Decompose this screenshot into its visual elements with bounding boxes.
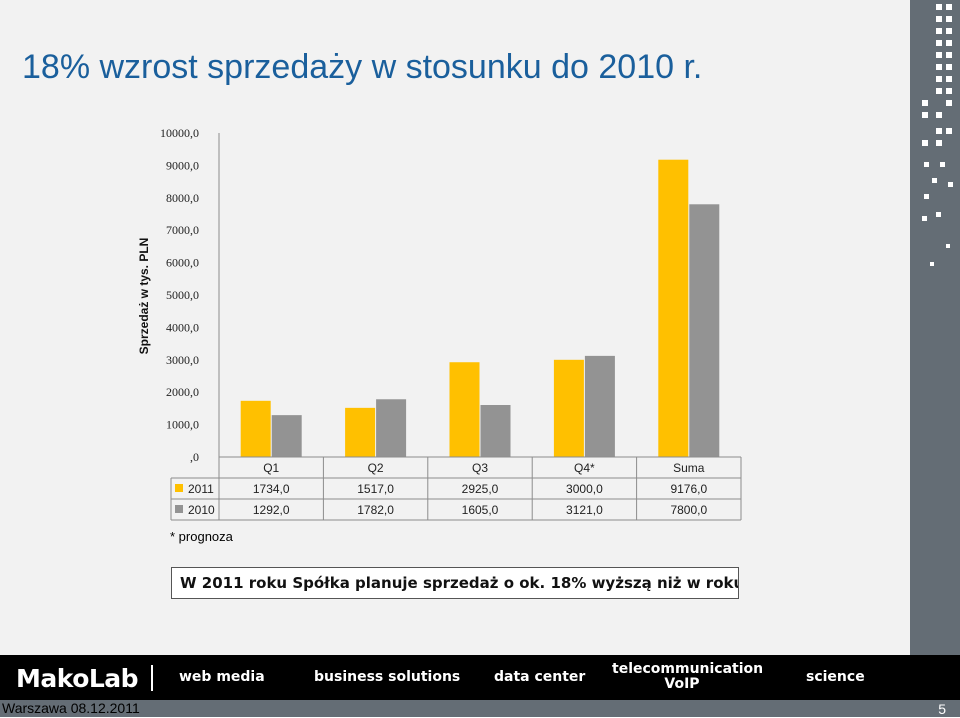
bar-2011-Q4* <box>553 359 584 457</box>
legend-key-2010 <box>175 505 183 513</box>
y-tick-label: 8000,0 <box>166 191 199 205</box>
nav-data-center[interactable]: data center <box>494 669 586 685</box>
bottom-info-bar: Warszawa 08.12.2011 5 <box>0 700 960 717</box>
legend-key-2011 <box>175 484 183 492</box>
legend-label-2010: 2010 <box>188 503 215 517</box>
y-tick-label: ,0 <box>190 450 199 464</box>
legend-label-2011: 2011 <box>188 482 214 496</box>
y-axis-title: Sprzedaż w tys. PLN <box>137 238 151 355</box>
y-tick-label: 3000,0 <box>166 353 199 367</box>
bar-2010-Q1 <box>271 415 302 457</box>
data-table-value: 1605,0 <box>462 503 499 517</box>
y-tick-label: 5000,0 <box>166 288 199 302</box>
data-table-value: 2925,0 <box>462 482 499 496</box>
y-tick-label: 9000,0 <box>166 158 199 172</box>
nav-telecommunication-voip[interactable]: telecommunication VoIP <box>612 661 764 692</box>
sales-chart: 10000,0 9000,0 8000,0 7000,0 6000,0 5000,0 400… <box>137 126 742 521</box>
y-tick-label: 10000,0 <box>160 126 199 140</box>
nav-web-media[interactable]: web media <box>179 669 265 685</box>
y-tick-label: 2000,0 <box>166 385 199 399</box>
bar-2011-Suma <box>658 159 689 457</box>
slide-title: 18% wzrost sprzedaży w stosunku do 2010 … <box>22 48 703 86</box>
bar-2010-Q2 <box>376 399 407 457</box>
makolab-logo[interactable]: MakoLab <box>16 664 139 693</box>
pixel-pattern-decoration <box>922 4 953 266</box>
bar-2011-Q1 <box>240 400 271 457</box>
forecast-footnote: * prognoza <box>170 529 233 544</box>
data-table-value: 3000,0 <box>566 482 603 496</box>
data-table-value: 7800,0 <box>670 503 707 517</box>
data-table-value: 3121,0 <box>566 503 603 517</box>
x-category-label: Q3 <box>472 461 488 475</box>
x-category-label: Q1 <box>263 461 279 475</box>
y-tick-label: 4000,0 <box>166 320 199 334</box>
decorative-side-strip <box>910 0 960 655</box>
bar-2011-Q2 <box>345 407 376 457</box>
data-table-value: 1782,0 <box>357 503 394 517</box>
logo-divider <box>151 665 153 691</box>
nav-business-solutions[interactable]: business solutions <box>314 669 461 685</box>
summary-callout: W 2011 roku Spółka planuje sprzedaż o ok… <box>171 567 739 599</box>
x-category-label: Q4* <box>574 461 595 475</box>
bar-2011-Q3 <box>449 362 480 457</box>
y-tick-label: 6000,0 <box>166 256 199 270</box>
y-tick-label: 7000,0 <box>166 223 199 237</box>
y-tick-label: 1000,0 <box>166 418 199 432</box>
bar-2010-Q3 <box>480 404 511 457</box>
data-table-value: 1292,0 <box>253 503 290 517</box>
data-table-value: 1517,0 <box>357 482 394 496</box>
presentation-date: Warszawa 08.12.2011 <box>2 700 140 716</box>
nav-science[interactable]: science <box>806 669 865 685</box>
bar-2010-Q4* <box>584 355 615 457</box>
x-category-label: Suma <box>673 461 705 475</box>
page-number: 5 <box>938 701 946 717</box>
footer-bar: MakoLab web media business solutions dat… <box>0 655 960 700</box>
x-category-label: Q2 <box>368 461 384 475</box>
bar-2010-Suma <box>689 204 720 457</box>
slide-background <box>0 0 910 655</box>
data-table-value: 1734,0 <box>253 482 290 496</box>
data-table-value: 9176,0 <box>670 482 707 496</box>
